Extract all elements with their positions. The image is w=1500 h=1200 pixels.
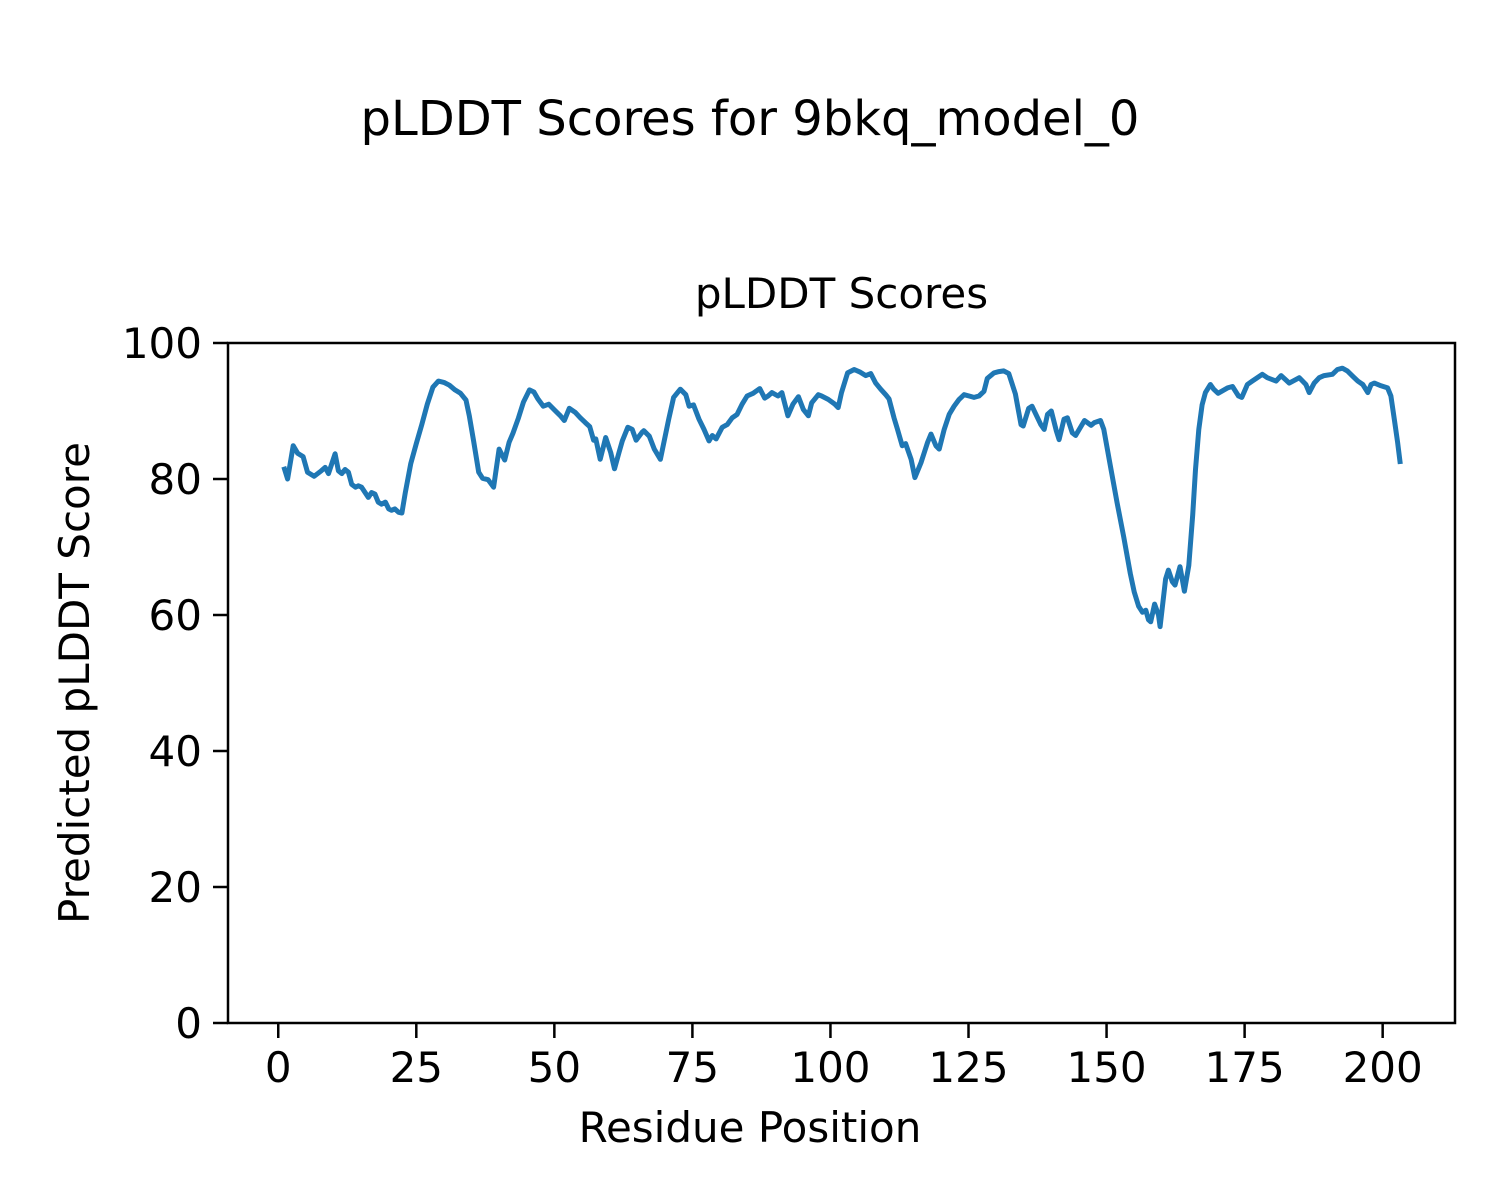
- x-tick-label: 125: [928, 1043, 1008, 1092]
- x-tick-label: 100: [790, 1043, 870, 1092]
- axes-frame: [226, 341, 1457, 1025]
- figure-title: pLDDT Scores for 9bkq_model_0: [360, 91, 1140, 147]
- axes-title: pLDDT Scores: [694, 269, 989, 318]
- x-tick-label: 25: [390, 1043, 443, 1092]
- x-tick-label: 150: [1066, 1043, 1146, 1092]
- plddt-line: [281, 365, 1403, 630]
- x-tick-label: 0: [265, 1043, 292, 1092]
- x-axis-label: Residue Position: [578, 1103, 922, 1152]
- y-tick-label: 60: [149, 591, 202, 640]
- y-tick-label: 40: [149, 727, 202, 776]
- y-tick-label: 20: [149, 863, 202, 912]
- x-tick-label: 75: [666, 1043, 719, 1092]
- x-tick-label: 175: [1205, 1043, 1285, 1092]
- y-tick-label: 100: [122, 319, 202, 368]
- y-tick-label: 80: [149, 455, 202, 504]
- x-tick-label: 200: [1343, 1043, 1423, 1092]
- y-tick-label: 0: [175, 999, 202, 1048]
- x-tick-label: 50: [528, 1043, 581, 1092]
